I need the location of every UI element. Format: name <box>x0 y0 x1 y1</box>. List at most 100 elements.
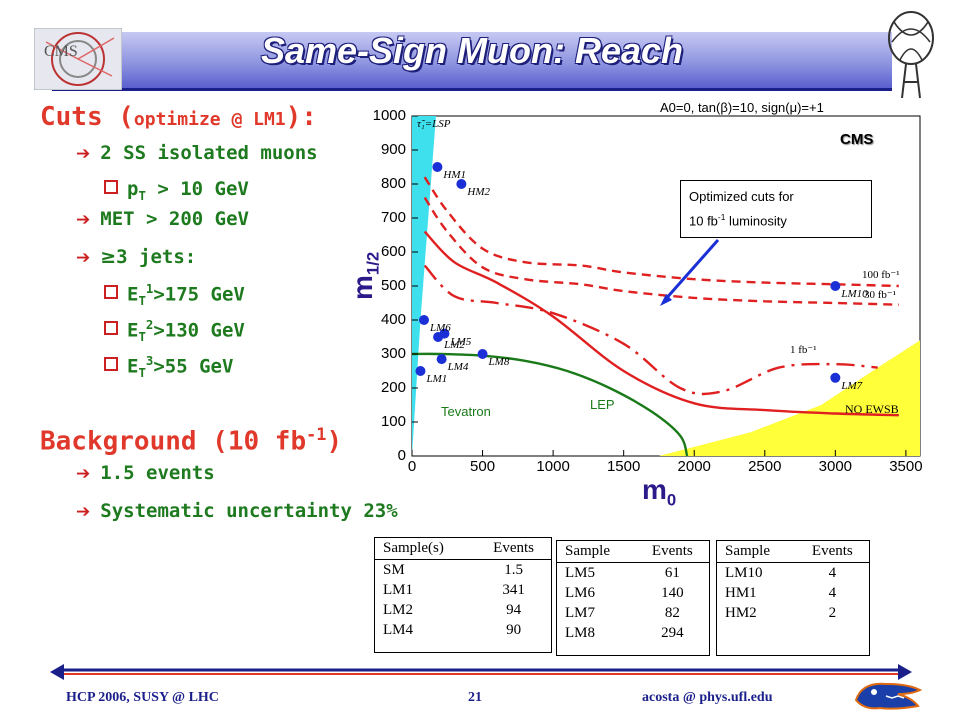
lep-label: LEP <box>590 397 615 412</box>
y-tick-label: 700 <box>380 209 406 226</box>
table-header: Sample <box>717 541 796 563</box>
x-tick-label: 2000 <box>677 458 711 475</box>
point-label-hm1: HM1 <box>443 169 466 181</box>
x-tick-label: 3500 <box>889 458 923 475</box>
point-lm8 <box>477 349 488 359</box>
table-row: LM2 94 <box>383 602 522 618</box>
events-table-3: Sample Events LM10 4 HM1 4 HM2 2 <box>716 540 870 656</box>
x-tick-label: 1000 <box>536 458 570 475</box>
cut-item-et3: ET3>55 GeV <box>104 354 233 380</box>
title-bar <box>52 32 892 91</box>
series-line-1-fb- <box>423 264 878 396</box>
x-tick-label: 1500 <box>606 458 641 475</box>
table-row: HM1 4 <box>725 585 837 601</box>
page-title: Same-Sign Muon: Reach <box>260 30 684 71</box>
table-row: LM1 341 <box>383 582 525 598</box>
cut-item-muons: ➔ 2 SS isolated muons <box>76 142 318 164</box>
point-label-lm6: LM6 <box>429 322 451 334</box>
callout-arrowhead <box>660 294 672 306</box>
arrow-bullet-icon: ➔ <box>76 248 91 268</box>
point-label-lm4: LM4 <box>447 361 469 374</box>
table-row: LM10 4 <box>725 565 837 581</box>
tevatron-label: Tevatron <box>441 404 491 419</box>
svg-text:CMS: CMS <box>44 43 78 60</box>
point-label-lm2: LM2 <box>444 339 465 351</box>
cut-item-jets: ➔ ≥3 jets: <box>76 246 197 268</box>
footer-left: HCP 2006, SUSY @ LHC <box>66 690 219 705</box>
x-tick-label: 0 <box>407 458 417 475</box>
no-ewsb-label: NO EWSB <box>845 402 899 416</box>
table-header: Sample(s) <box>375 538 477 560</box>
table-row: LM6 140 <box>565 585 684 601</box>
x-tick-label: 500 <box>470 458 496 475</box>
cuts-heading: Cuts (optimize @ LM1): <box>40 102 317 132</box>
y-tick-label: 500 <box>380 277 406 294</box>
table-header: Sample <box>557 541 636 563</box>
square-bullet-icon <box>104 321 118 336</box>
y-tick-label: 300 <box>380 345 406 362</box>
table-row: SM 1.5 <box>383 562 523 578</box>
cut-item-pt: pT > 10 GeV <box>104 178 249 203</box>
table-header: Events <box>476 538 551 560</box>
point-label-lm10: LM10 <box>841 288 868 300</box>
series-line-reach-3 <box>423 230 899 417</box>
detector-sketch-icon <box>888 11 934 99</box>
right-arrowhead-icon <box>898 664 912 680</box>
y-tick-label: 800 <box>380 175 406 192</box>
square-bullet-icon <box>104 285 118 300</box>
point-label-lm1: LM1 <box>426 373 448 385</box>
point-lm2 <box>433 332 444 342</box>
table-row: LM7 82 <box>565 605 680 621</box>
square-bullet-icon <box>104 180 118 194</box>
events-table-1: Sample(s) Events SM 1.5 LM1 341 LM2 94 LM4 90 <box>374 537 552 653</box>
table-row: LM8 294 <box>565 625 684 641</box>
events-table-2: Sample Events LM5 61 LM6 140 LM7 82 LM8 294 <box>556 540 710 656</box>
y-tick-label: 100 <box>380 413 406 430</box>
arrow-bullet-icon: ➔ <box>76 144 91 164</box>
cut-item-met: ➔ MET > 200 GeV <box>76 208 249 230</box>
background-events: ➔ 1.5 events <box>76 462 215 484</box>
point-label-hm2: HM2 <box>467 186 490 198</box>
callout-line-2: 10 fb-1 luminosity <box>689 212 787 229</box>
x-tick-label: 2500 <box>748 458 782 475</box>
point-lm10 <box>830 281 841 291</box>
point-label-lm8: LM8 <box>488 356 510 368</box>
optimized-cuts-callout: Optimized cuts for 10 fb-1 luminosity <box>680 180 872 238</box>
series-line-100-fb- <box>423 176 899 288</box>
footer-right: acosta @ phys.ufl.edu <box>642 690 773 705</box>
plot-subtitle: A0=0, tan(β)=10, sign(μ)=+1 <box>660 100 824 115</box>
y-tick-label: 1000 <box>372 107 406 124</box>
y-tick-label: 600 <box>380 243 406 260</box>
point-lm7 <box>830 372 841 383</box>
series-line-30-fb- <box>423 196 899 306</box>
cms-logo-icon: CMS <box>34 28 122 90</box>
cut-item-et1: ET1>175 GeV <box>104 282 245 308</box>
arrow-bullet-icon: ➔ <box>76 464 91 484</box>
cut-item-et2: ET2>130 GeV <box>104 318 245 344</box>
lumi-label-30: 30 fb⁻¹ <box>864 289 897 301</box>
y-tick-label: 900 <box>380 141 406 158</box>
background-systematic: ➔ Systematic uncertainty 23% <box>76 500 398 522</box>
page-number: 21 <box>468 690 482 705</box>
arrow-bullet-icon: ➔ <box>76 210 91 230</box>
lumi-label-1: 1 fb⁻¹ <box>790 344 817 356</box>
table-header: Events <box>635 541 709 563</box>
point-hm2 <box>456 179 467 189</box>
left-arrowhead-icon <box>50 664 64 680</box>
no-ewsb-region <box>658 340 920 456</box>
arrow-bullet-icon: ➔ <box>76 502 91 522</box>
series-line-lep <box>412 352 689 456</box>
x-tick-label: 3000 <box>818 458 853 475</box>
gator-logo-icon <box>854 682 923 710</box>
footer-rule <box>50 664 912 680</box>
lumi-label-100: 100 fb⁻¹ <box>862 269 900 281</box>
table-row: LM5 61 <box>565 565 680 581</box>
point-lm4 <box>436 354 447 365</box>
y-tick-label: 0 <box>397 447 406 464</box>
point-lm6 <box>418 315 429 325</box>
callout-line-1: Optimized cuts for <box>689 189 794 204</box>
lsp-region <box>412 116 436 456</box>
table-row: LM4 90 <box>383 622 522 638</box>
point-hm1 <box>432 162 443 172</box>
